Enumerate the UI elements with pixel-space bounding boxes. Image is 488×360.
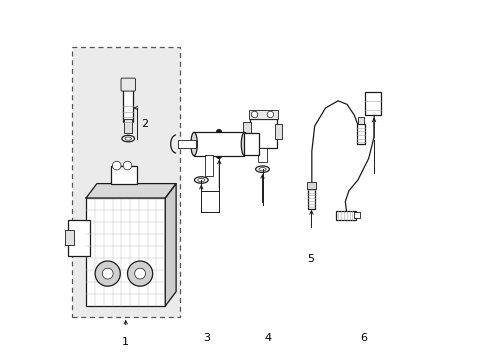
Bar	[306, 182, 316, 189]
Ellipse shape	[197, 179, 204, 182]
Bar	[356, 124, 364, 144]
Bar	[178, 140, 196, 148]
Bar	[194, 132, 244, 156]
Text: 2: 2	[141, 119, 148, 129]
Bar	[111, 166, 136, 184]
FancyBboxPatch shape	[121, 78, 135, 91]
Ellipse shape	[190, 132, 197, 156]
Circle shape	[102, 268, 113, 279]
Bar	[275, 124, 281, 139]
Bar	[354, 212, 359, 218]
Bar	[64, 230, 73, 245]
Circle shape	[127, 261, 152, 286]
Text: 4: 4	[264, 333, 271, 343]
Polygon shape	[86, 184, 176, 198]
Circle shape	[266, 111, 273, 118]
Bar	[336, 211, 355, 220]
Bar	[86, 198, 165, 306]
Text: 1: 1	[122, 337, 129, 347]
Bar	[244, 133, 258, 155]
Text: 5: 5	[307, 254, 314, 264]
Bar	[124, 119, 132, 133]
Circle shape	[123, 161, 132, 170]
Bar	[248, 110, 277, 119]
Bar	[123, 90, 133, 122]
Circle shape	[134, 268, 145, 279]
Ellipse shape	[194, 177, 208, 183]
Polygon shape	[165, 184, 176, 306]
Bar	[258, 148, 266, 162]
Bar	[242, 122, 250, 140]
Circle shape	[95, 261, 120, 286]
Bar	[204, 155, 212, 176]
Bar	[357, 117, 363, 124]
Ellipse shape	[241, 132, 247, 156]
Bar	[68, 220, 89, 256]
Ellipse shape	[255, 166, 269, 172]
Bar	[249, 119, 276, 148]
Bar	[72, 47, 179, 317]
Ellipse shape	[258, 168, 265, 171]
Text: 6: 6	[359, 333, 366, 343]
Text: 3: 3	[203, 333, 210, 343]
Bar	[365, 92, 381, 115]
Ellipse shape	[214, 132, 224, 156]
Circle shape	[251, 111, 257, 118]
Ellipse shape	[125, 137, 131, 140]
Ellipse shape	[122, 135, 134, 142]
Bar	[307, 187, 314, 209]
Circle shape	[112, 161, 121, 170]
